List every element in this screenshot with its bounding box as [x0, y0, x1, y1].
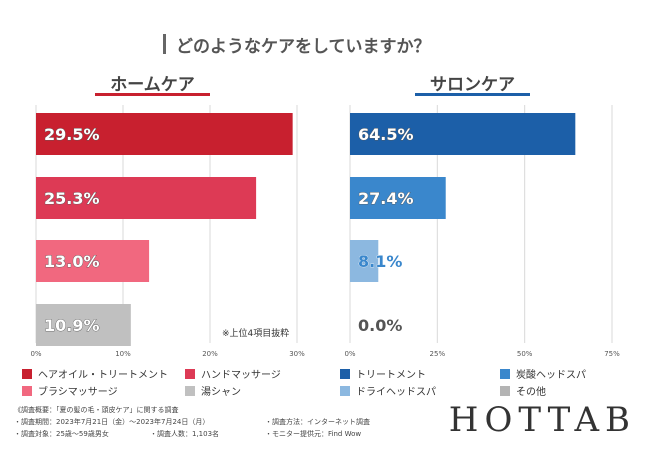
survey-provider: ・モニター提供元：Find Wow — [265, 430, 362, 438]
home-bar — [36, 304, 131, 346]
top4-annotation: ※上位4項目抜粋 — [222, 329, 290, 339]
legend-label: ドライヘッドスパ — [356, 387, 436, 398]
salon-bar — [350, 177, 446, 219]
home-value-label: 10.9% — [44, 316, 100, 335]
survey-method: ・調査方法：インターネット調査 — [265, 418, 370, 426]
home-bar — [36, 113, 293, 155]
survey-target: ・調査対象：25歳～59歳男女 — [14, 430, 109, 438]
home-care-title: ホームケア — [110, 75, 195, 95]
salon-tick-label: 25% — [430, 350, 446, 358]
legend-swatch — [185, 385, 195, 396]
legend-label: ヘアオイル・トリートメント — [38, 370, 168, 381]
home-tick-label: 30% — [289, 350, 305, 358]
salon-bar — [350, 113, 576, 155]
legend-item-other: その他 — [500, 383, 546, 398]
legend-label: ハンドマッサージ — [201, 370, 281, 381]
legend-item-carbonated-spa: 炭酸ヘッドスパ — [500, 366, 586, 381]
charts-svg: 0% 10% 20% 30% 29.5% 25.3% 13.0% 10.9% 0% 25% 50% 7… — [30, 105, 620, 358]
legend-swatch — [340, 385, 350, 396]
legend-swatch — [500, 385, 510, 396]
legend-item-treatment: トリートメント — [340, 366, 426, 381]
salon-value-label: 0.0% — [358, 316, 402, 335]
survey-count: ・調査人数：1,103名 — [150, 430, 220, 438]
legend-item-hair-oil: ヘアオイル・トリートメント — [22, 366, 168, 381]
legend-swatch — [500, 368, 510, 379]
survey-period: ・調査期間：2023年7月21日（金）～2023年7月24日（月） — [14, 418, 210, 426]
home-value-label: 25.3% — [44, 189, 100, 208]
legend-item-hand-massage: ハンドマッサージ — [185, 366, 281, 381]
home-tick-label: 0% — [30, 350, 41, 358]
legend-label: 湯シャン — [201, 387, 241, 398]
salon-bar — [350, 240, 379, 282]
salon-value-label: 27.4% — [358, 189, 414, 208]
home-care-underline — [95, 93, 210, 96]
legend-item-dry-spa: ドライヘッドスパ — [340, 383, 436, 398]
title-accent-bar — [163, 34, 166, 54]
legend-label: その他 — [516, 387, 546, 398]
salon-value-label: 8.1% — [358, 252, 402, 271]
salon-tick-label: 0% — [344, 350, 355, 358]
salon-tick-label: 50% — [517, 350, 533, 358]
legend-swatch — [185, 368, 195, 379]
home-bar — [36, 177, 257, 219]
brand-logo: HOTTAB — [448, 400, 636, 440]
chart-header: どのようなケアをしていますか？ — [0, 30, 650, 57]
legend-item-brush-massage: ブラシマッサージ — [22, 383, 118, 398]
legend-label: トリートメント — [356, 370, 426, 381]
survey-outline: 《調査概要：「夏の髪の毛・頭皮ケア」に関する調査 — [14, 406, 179, 414]
home-bar — [36, 240, 150, 282]
salon-tick-label: 75% — [604, 350, 620, 358]
home-tick-label: 10% — [115, 350, 131, 358]
page-title: どのようなケアをしていますか？ — [176, 37, 431, 57]
home-value-label: 13.0% — [44, 252, 100, 271]
legend-swatch — [340, 368, 350, 379]
salon-value-label: 64.5% — [358, 125, 414, 144]
home-value-label: 29.5% — [44, 125, 100, 144]
salon-care-title: サロンケア — [430, 75, 515, 95]
legend-swatch — [22, 368, 32, 379]
legend-item-water-shampoo: 湯シャン — [185, 383, 241, 398]
legend-label: ブラシマッサージ — [38, 387, 118, 398]
legend-label: 炭酸ヘッドスパ — [516, 370, 586, 381]
salon-care-underline — [415, 93, 530, 96]
home-tick-label: 20% — [202, 350, 218, 358]
legend-swatch — [22, 385, 32, 396]
